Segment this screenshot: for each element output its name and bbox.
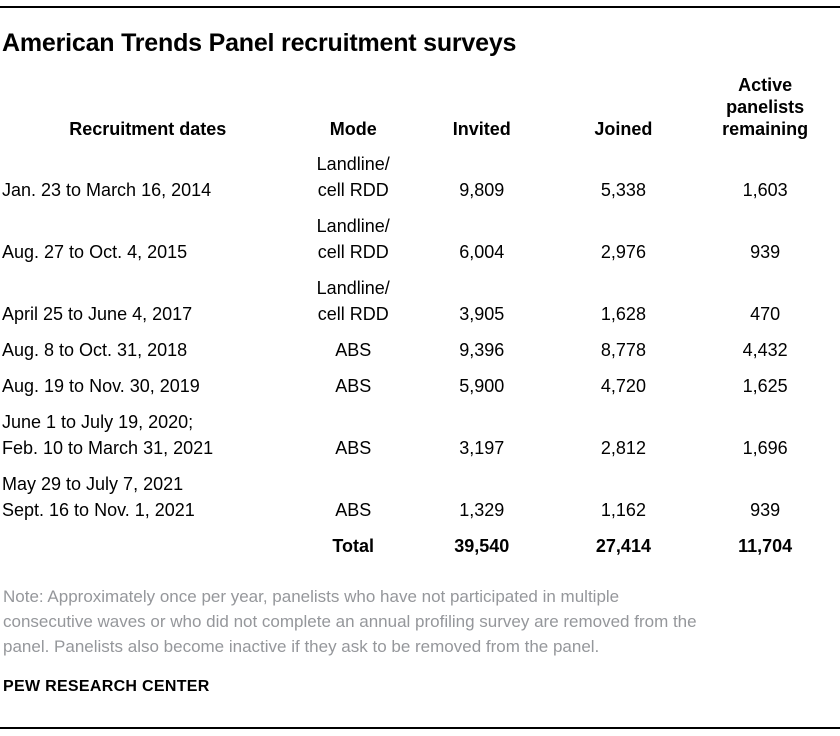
joined-cell: 4,720 <box>600 376 646 396</box>
column-header-recruitment-dates: Recruitment dates <box>69 119 227 139</box>
dates-cell: April 25 to June 4, 2017 <box>2 304 193 324</box>
joined-cell: 2,976 <box>600 242 646 262</box>
total-empty-cell <box>0 528 296 564</box>
dates-cell: June 1 to July 19, 2020; Feb. 10 to Marc… <box>2 412 214 458</box>
source-label: PEW RESEARCH CENTER <box>3 678 210 695</box>
dates-cell: Aug. 27 to Oct. 4, 2015 <box>2 242 188 262</box>
mode-cell: ABS <box>335 340 372 360</box>
total-invited-cell: 39,540 <box>454 536 510 556</box>
mode-cell: Landline/ cell RDD <box>316 154 390 200</box>
dates-cell: Jan. 23 to March 16, 2014 <box>2 180 212 200</box>
note-text: Note: Approximately once per year, panel… <box>3 587 697 656</box>
mode-cell: ABS <box>335 438 372 458</box>
active-cell: 1,603 <box>742 180 788 200</box>
invited-cell: 1,329 <box>459 500 505 520</box>
total-active-cell: 11,704 <box>738 536 793 556</box>
column-header-joined: Joined <box>594 119 653 139</box>
joined-cell: 1,628 <box>600 304 646 324</box>
dates-cell: Aug. 8 to Oct. 31, 2018 <box>2 340 188 360</box>
header-row: Recruitment dates Mode Invited Joined Ac… <box>0 58 836 146</box>
table-row: Jan. 23 to March 16, 2014 Landline/ cell… <box>0 146 836 208</box>
joined-cell: 2,812 <box>600 438 646 458</box>
active-cell: 1,625 <box>742 376 788 396</box>
active-cell: 939 <box>750 242 781 262</box>
joined-cell: 5,338 <box>600 180 646 200</box>
invited-cell: 3,197 <box>459 438 505 458</box>
joined-cell: 1,162 <box>600 500 646 520</box>
recruitment-table: Recruitment dates Mode Invited Joined Ac… <box>0 58 836 564</box>
active-cell: 4,432 <box>742 340 788 360</box>
column-header-active-panelists-remaining: Active panelists remaining <box>722 75 809 139</box>
table-row: June 1 to July 19, 2020; Feb. 10 to Marc… <box>0 404 836 466</box>
invited-cell: 3,905 <box>459 304 505 324</box>
bottom-rule <box>0 727 840 729</box>
invited-cell: 9,809 <box>459 180 505 200</box>
dates-cell: May 29 to July 7, 2021 Sept. 16 to Nov. … <box>2 474 195 520</box>
mode-cell: ABS <box>335 500 372 520</box>
total-row: Total 39,540 27,414 11,704 <box>0 528 836 564</box>
column-header-invited: Invited <box>452 119 511 139</box>
total-label-cell: Total <box>332 536 375 556</box>
mode-cell: ABS <box>335 376 372 396</box>
table-row: April 25 to June 4, 2017 Landline/ cell … <box>0 270 836 332</box>
mode-cell: Landline/ cell RDD <box>316 216 390 262</box>
mode-cell: Landline/ cell RDD <box>316 278 390 324</box>
table-row: Aug. 27 to Oct. 4, 2015 Landline/ cell R… <box>0 208 836 270</box>
page-title: American Trends Panel recruitment survey… <box>2 29 517 57</box>
active-cell: 470 <box>750 304 781 324</box>
table-row: Aug. 19 to Nov. 30, 2019 ABS 5,900 4,720… <box>0 368 836 404</box>
invited-cell: 5,900 <box>459 376 505 396</box>
top-rule <box>0 6 840 8</box>
table-row: May 29 to July 7, 2021 Sept. 16 to Nov. … <box>0 466 836 528</box>
active-cell: 939 <box>750 500 781 520</box>
active-cell: 1,696 <box>742 438 788 458</box>
dates-cell: Aug. 19 to Nov. 30, 2019 <box>2 376 200 396</box>
column-header-mode: Mode <box>329 119 377 139</box>
joined-cell: 8,778 <box>600 340 646 360</box>
invited-cell: 9,396 <box>459 340 505 360</box>
total-joined-cell: 27,414 <box>595 536 651 556</box>
table-row: Aug. 8 to Oct. 31, 2018 ABS 9,396 8,778 … <box>0 332 836 368</box>
invited-cell: 6,004 <box>459 242 505 262</box>
